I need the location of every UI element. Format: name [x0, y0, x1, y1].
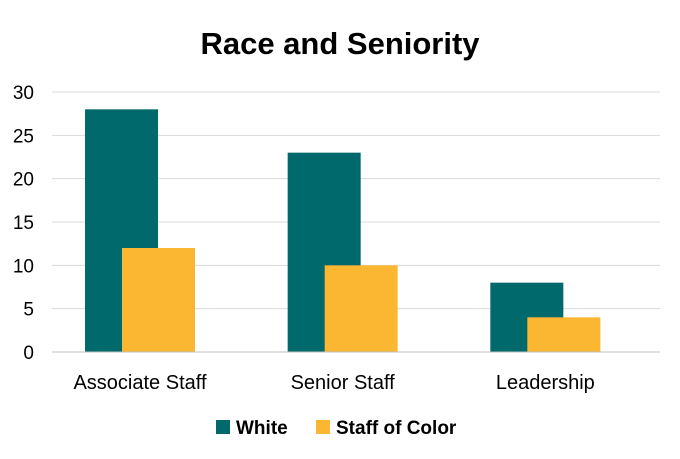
bar-staff-of-color [324, 265, 398, 352]
y-axis-ticks: 0 5 10 15 20 25 30 [13, 83, 34, 364]
x-category-label: Senior Staff [291, 372, 396, 394]
x-category-label: Leadership [496, 372, 595, 394]
legend: White Staff of Color [216, 418, 457, 439]
bar-staff-of-color [122, 248, 195, 352]
legend-label: White [236, 418, 288, 439]
y-tick-label: 10 [13, 256, 34, 277]
bar-staff-of-color [527, 317, 601, 352]
y-tick-label: 0 [23, 343, 34, 364]
bars [85, 109, 601, 352]
x-category-label: Associate Staff [73, 372, 206, 394]
chart-title: Race and Seniority [200, 26, 480, 61]
y-tick-label: 15 [13, 213, 34, 234]
x-axis-categories: Associate Staff Senior Staff Leadership [73, 372, 594, 394]
legend-swatch [316, 420, 330, 434]
legend-label: Staff of Color [336, 418, 457, 439]
legend-swatch [216, 420, 230, 434]
y-tick-label: 25 [13, 126, 34, 147]
y-tick-label: 5 [23, 300, 34, 321]
y-tick-label: 20 [13, 170, 34, 191]
y-tick-label: 30 [13, 83, 34, 104]
